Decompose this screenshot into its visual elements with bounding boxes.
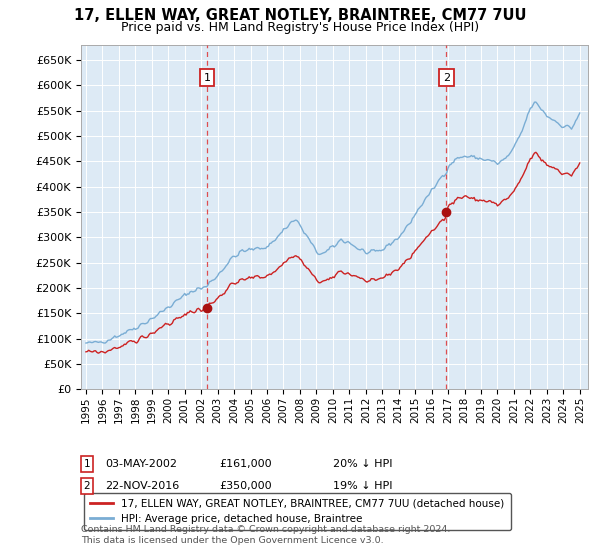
Text: 03-MAY-2002: 03-MAY-2002 bbox=[105, 459, 177, 469]
Text: 22-NOV-2016: 22-NOV-2016 bbox=[105, 481, 179, 491]
Text: 17, ELLEN WAY, GREAT NOTLEY, BRAINTREE, CM77 7UU: 17, ELLEN WAY, GREAT NOTLEY, BRAINTREE, … bbox=[74, 8, 526, 24]
Text: 2: 2 bbox=[443, 73, 450, 83]
Text: £350,000: £350,000 bbox=[219, 481, 272, 491]
Text: £161,000: £161,000 bbox=[219, 459, 272, 469]
Text: 2: 2 bbox=[83, 481, 91, 491]
Text: 1: 1 bbox=[83, 459, 91, 469]
Text: 20% ↓ HPI: 20% ↓ HPI bbox=[333, 459, 392, 469]
Text: 1: 1 bbox=[203, 73, 211, 83]
Text: Contains HM Land Registry data © Crown copyright and database right 2024.
This d: Contains HM Land Registry data © Crown c… bbox=[81, 525, 451, 545]
Text: 19% ↓ HPI: 19% ↓ HPI bbox=[333, 481, 392, 491]
Legend: 17, ELLEN WAY, GREAT NOTLEY, BRAINTREE, CM77 7UU (detached house), HPI: Average : 17, ELLEN WAY, GREAT NOTLEY, BRAINTREE, … bbox=[83, 493, 511, 530]
Text: Price paid vs. HM Land Registry's House Price Index (HPI): Price paid vs. HM Land Registry's House … bbox=[121, 21, 479, 34]
